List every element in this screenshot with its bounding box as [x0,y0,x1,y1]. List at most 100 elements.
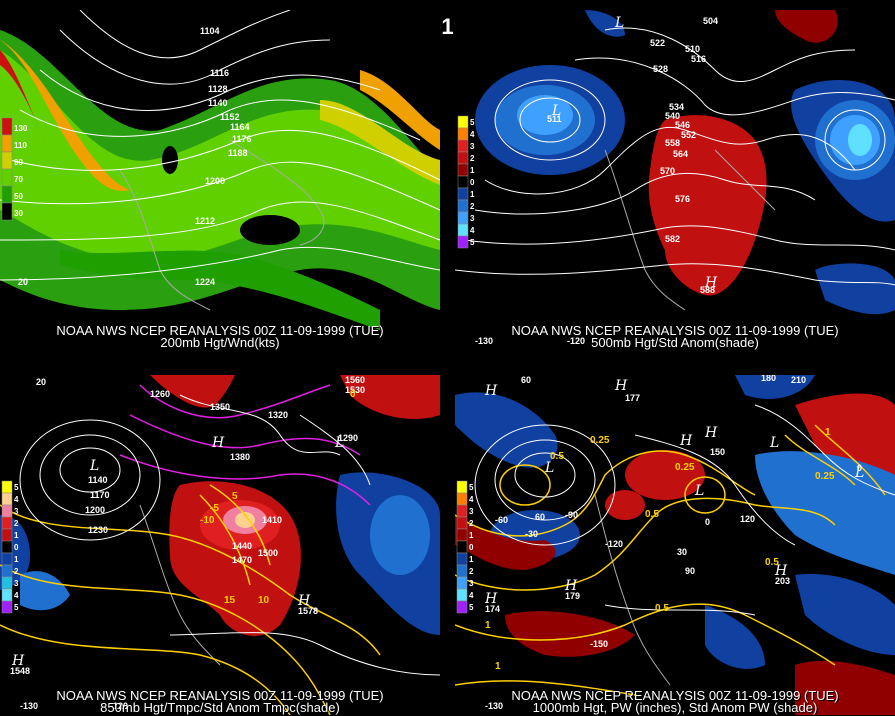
contour-label: 1140 [88,475,108,485]
legend-swatch [1,516,13,530]
pw-label: 0.5 [765,557,779,568]
legend-label: 70 [14,175,23,184]
contour-label: 1200 [85,505,105,515]
contour-label: 1164 [230,122,250,132]
contour-label: 516 [691,54,706,64]
legend-swatch [456,588,468,602]
low-symbol: L [614,15,624,31]
legend-label: 1 [469,531,474,540]
high-symbol: H [484,383,498,399]
contour-label: 179 [565,591,580,601]
contour-label: 1152 [220,112,240,122]
legend-swatch [1,564,13,578]
contour-label: 1116 [210,68,229,78]
legend-swatch [1,117,13,136]
contour-label: 1350 [210,402,230,412]
legend-label: 3 [470,142,475,151]
contour-label: 1224 [195,277,215,287]
lon-label: -130 [20,701,38,711]
temp-label: -10 [200,515,215,526]
contour-label: 1170 [90,490,110,500]
contour-label: 582 [665,234,680,244]
pw-label: 0.5 [655,603,669,614]
contour-label: 510 [685,44,700,54]
legend-swatch [457,223,469,237]
panel-1000mb-map: H L L L L H H H H H H 210 180 150 120 90… [455,375,895,715]
panel-200mb: 1104 1116 1128 1140 1152 1164 1176 1188 … [0,10,440,350]
contour-label: 1140 [208,98,228,108]
height-contours [19,394,440,676]
contour-label: 540 [665,111,680,121]
jet-band-core-west [0,40,130,191]
legend-label: 3 [469,507,474,516]
panel-1000mb-caption: 1000mb Hgt, PW (inches), Std Anom PW (sh… [532,700,818,715]
high-symbol: H [679,433,693,449]
high-symbol: H [11,653,25,669]
legend-label: 4 [14,591,19,600]
temp-label: 10 [258,595,270,606]
contour-label: 1470 [232,555,252,565]
legend-swatch [456,480,468,494]
jet-band-mid [0,50,440,262]
contour-label: -120 [605,539,623,549]
legend-label: 0 [470,178,475,187]
panel-850mb-caption: 850mb Hgt/Tmpc/Std Anom Tmpc(shade) [100,700,340,715]
legend-swatch [1,480,13,494]
pw-label: 0.25 [815,471,835,482]
legend-swatch [457,175,469,189]
low-symbol: L [89,458,99,474]
legend-swatch [456,564,468,578]
legend-label: 2 [14,567,19,576]
contour-label: 1530 [345,385,365,395]
legend-label: 3 [469,579,474,588]
legend-label: 2 [469,567,474,576]
lon-label: -130 [475,336,493,346]
contour-label: 210 [791,375,806,385]
contour-label: 1104 [200,26,220,36]
panel-500mb: L L H 504 510 516 522 528 534 540 546 55… [455,10,895,350]
pw-label: 0.5 [645,509,659,520]
legend-label: 50 [14,192,23,201]
lon-label: 20 [18,277,28,287]
contour-label: -150 [590,639,608,649]
legend-label: 0 [469,543,474,552]
legend-swatch [456,528,468,542]
contour-label: 120 [740,514,755,524]
contour-label: 1212 [195,216,215,226]
legend-label: 5 [14,483,19,492]
panel-500mb-caption: 500mb Hgt/Std Anom(shade) [591,335,759,350]
height-contours [455,27,895,286]
contour-label: 177 [625,393,640,403]
lon-label: -130 [485,701,503,711]
legend-swatch [1,588,13,602]
legend-label: 2 [470,154,475,163]
legend-label: 5 [470,238,475,247]
legend-swatch [456,516,468,530]
legend-label: 4 [469,495,474,504]
contour-label: 564 [673,149,688,159]
legend-swatch [1,185,13,204]
legend-swatch [456,600,468,614]
legend-label: 3 [14,507,19,516]
contour-label: 1500 [258,548,278,558]
high-symbol: H [774,563,788,579]
pw-contours [455,424,886,696]
contour-label: 150 [710,447,725,457]
jet-band-core-east [320,100,440,185]
pos-anom-central [648,115,767,296]
contour-label: -30 [525,529,538,539]
lon-label: -120 [110,701,128,711]
pw-label: 1 [485,620,491,631]
low-symbol: L [334,435,344,451]
panel-850mb-map: L H H H L 1560 1530 1350 1260 1320 1290 … [0,375,440,715]
contour-label: 546 [675,120,690,130]
legend-swatch [1,492,13,506]
panel-850mb: L H H H L 1560 1530 1350 1260 1320 1290 … [0,375,440,715]
contour-label: 1548 [10,666,30,676]
legend-label: 4 [470,226,475,235]
legend-swatch [457,151,469,165]
legend-label: 5 [469,483,474,492]
pw-label: 0.25 [590,435,610,446]
contour-label: 1230 [88,525,108,535]
anomaly-legend: 5 4 3 2 1 0 1 2 3 4 5 [457,115,475,249]
